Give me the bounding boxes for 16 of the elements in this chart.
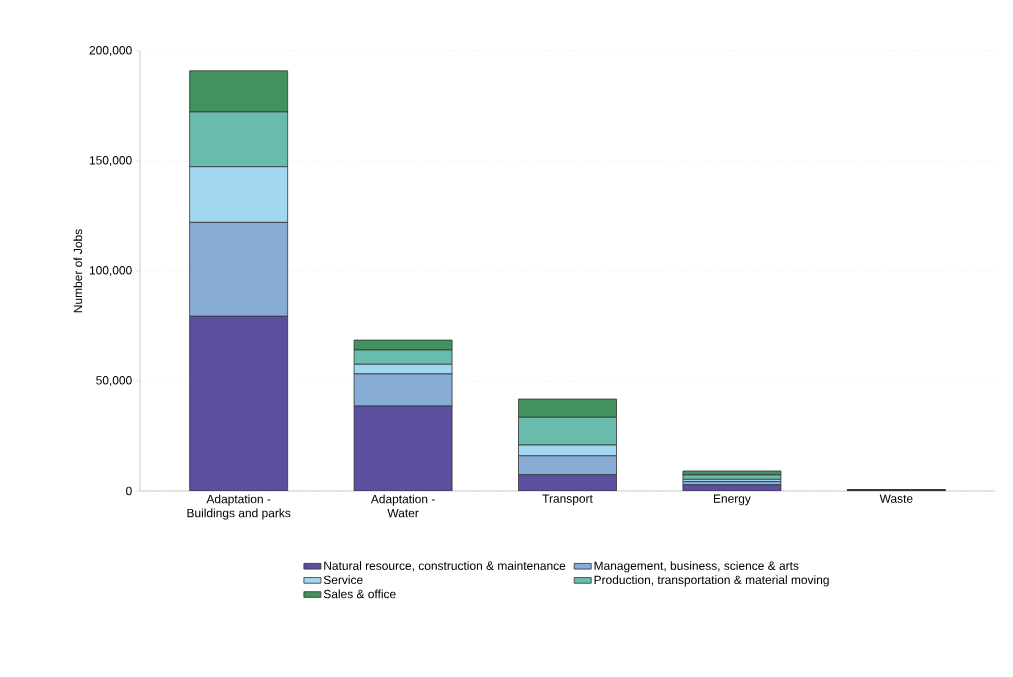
- y-tick-label: 100,000: [89, 266, 132, 276]
- legend-label: Management, business, science & arts: [594, 561, 799, 573]
- x-tick-label: Energy: [713, 494, 751, 506]
- legend-label: Sales & office: [323, 589, 396, 599]
- legend-label: Natural resource, construction & maintenance: [324, 561, 566, 572]
- y-tick-label: 200,000: [89, 46, 132, 56]
- y-tick-label: 50,000: [96, 376, 132, 386]
- legend-label: Service: [323, 575, 363, 585]
- y-tick-label: 0: [126, 486, 132, 496]
- y-axis-title: Number of Jobs: [73, 229, 83, 313]
- x-tick-label: Waste: [879, 494, 913, 503]
- legend-label: Production, transportation & material moving: [594, 575, 829, 587]
- x-tick-label: Transport: [542, 494, 593, 506]
- y-tick-label: 150,000: [89, 156, 132, 166]
- x-tick-label: Adaptation - Water: [370, 494, 435, 518]
- x-tick-label: Adaptation - Buildings and parks: [187, 494, 291, 520]
